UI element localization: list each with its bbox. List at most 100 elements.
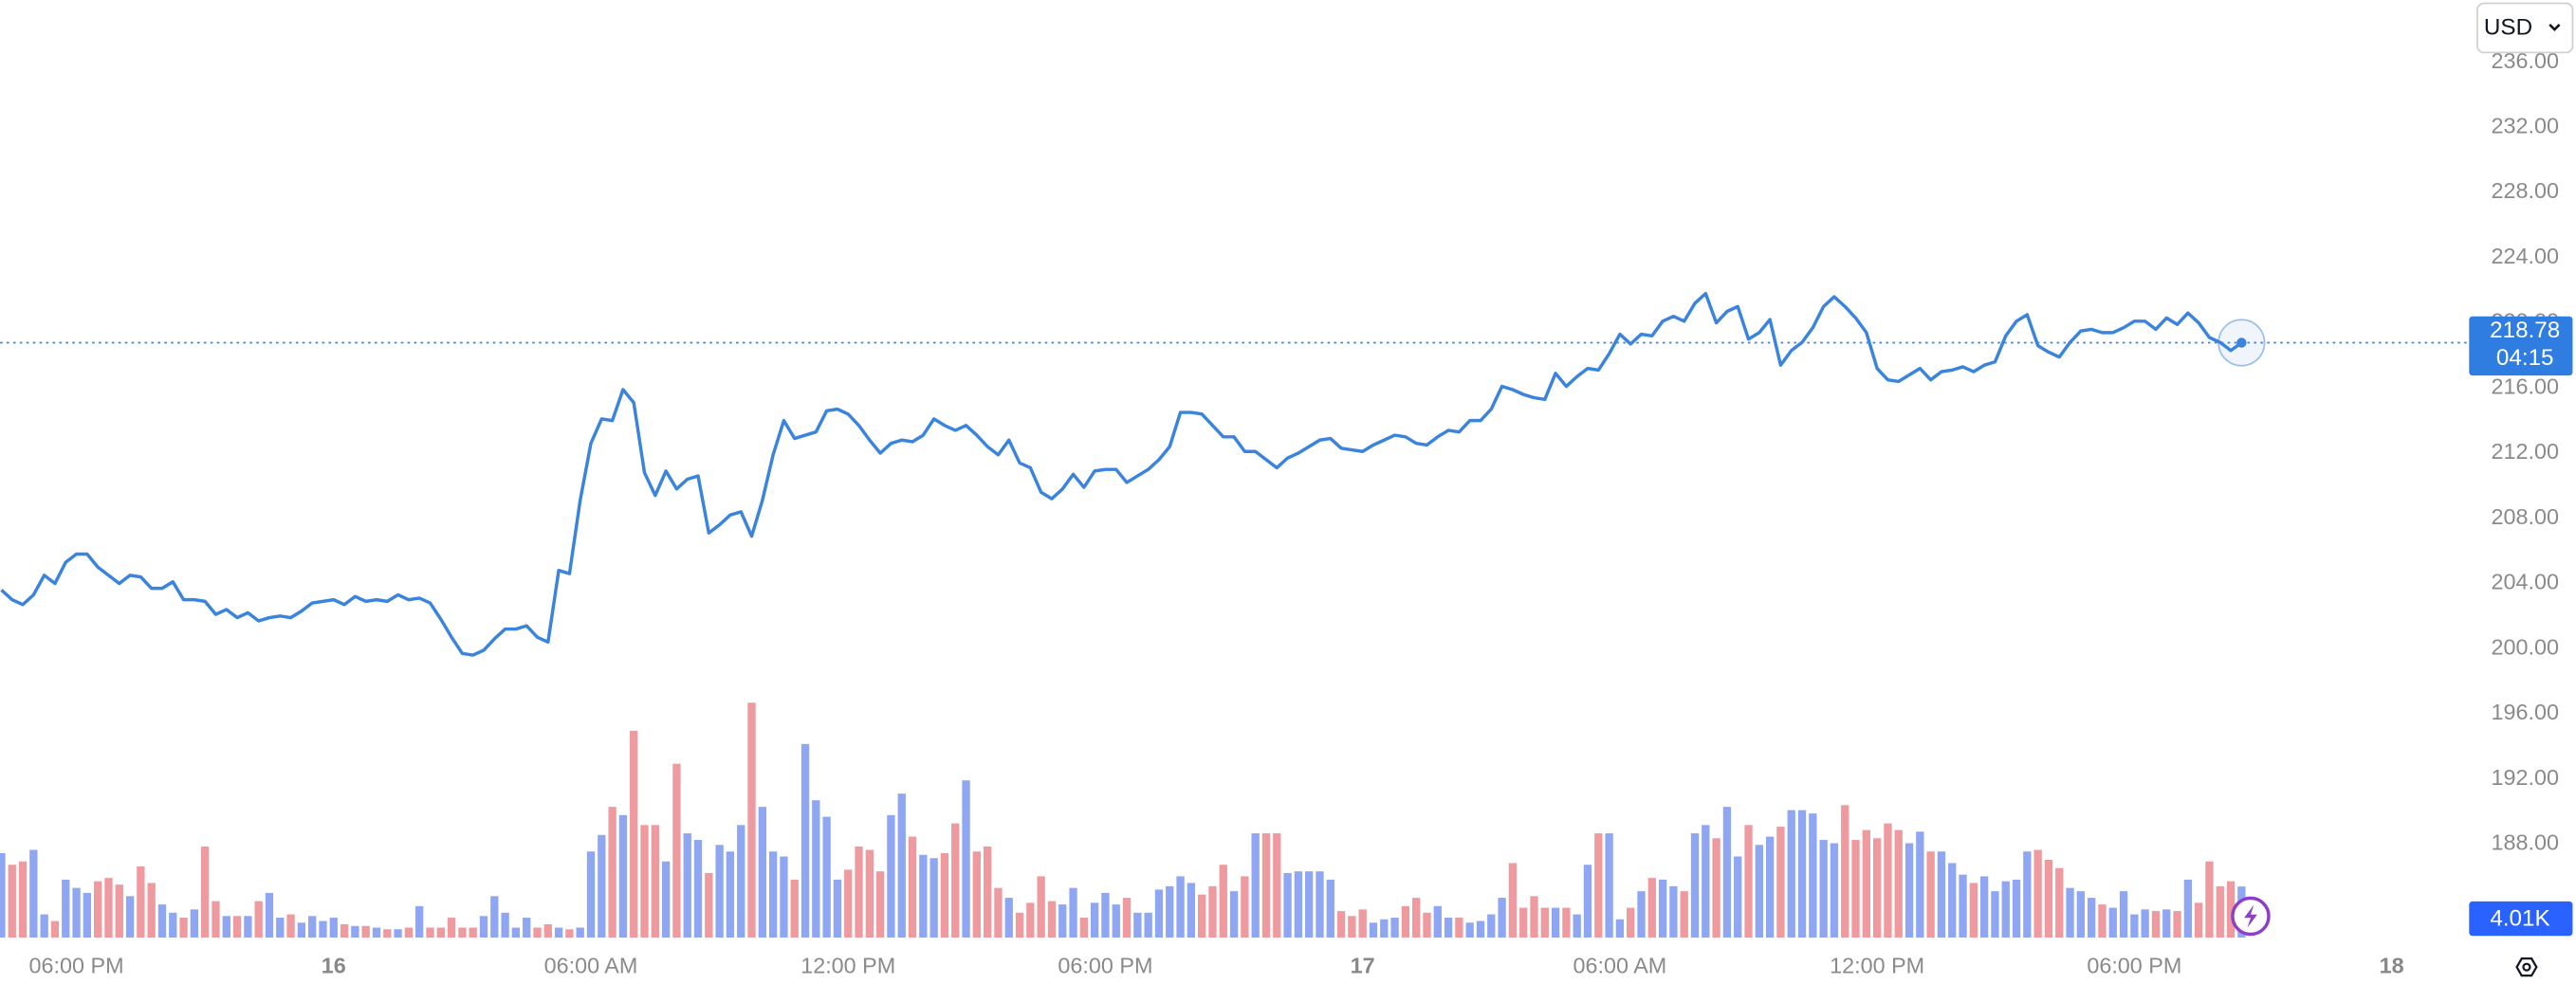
volume-bar: [1755, 845, 1763, 938]
volume-bar: [1797, 810, 1807, 938]
volume-bar: [179, 918, 188, 938]
volume-bar: [1198, 894, 1206, 938]
settings-center[interactable]: [2522, 962, 2531, 972]
x-tick-label: 06:00 AM: [1573, 953, 1667, 977]
volume-bar: [2141, 909, 2149, 938]
volume-bar: [1316, 871, 1324, 938]
volume-bar: [2001, 881, 2010, 938]
volume-bar: [1144, 912, 1152, 938]
volume-bar: [1862, 829, 1870, 938]
volume-bar: [1519, 907, 1528, 938]
volume-bar: [2055, 867, 2064, 938]
settings-icon[interactable]: [2515, 957, 2538, 977]
volume-bar: [598, 834, 606, 938]
volume-bar: [340, 924, 349, 938]
y-tick-label: 200.00: [2491, 634, 2559, 659]
volume-bar: [1872, 838, 1882, 938]
volume-bar: [1969, 883, 1978, 938]
volume-bar: [1015, 912, 1024, 938]
volume-bar: [1112, 904, 1120, 938]
volume-bar: [62, 879, 70, 938]
volume-bar: [833, 879, 842, 938]
plot-area: 188.00 192.00 196.00 200.00 204.00 208.00 212.…: [0, 48, 2559, 977]
volume-bar: [768, 851, 778, 938]
volume-bar: [1991, 891, 1999, 938]
currency-select[interactable]: [2476, 2, 2574, 54]
volume-bar: [1884, 823, 1892, 938]
y-tick-label: 204.00: [2491, 570, 2559, 594]
volume-bar: [426, 927, 434, 938]
dropdown-chevron[interactable]: [2548, 24, 2561, 32]
volume-bar: [1647, 878, 1656, 938]
volume-bar: [1166, 885, 1174, 938]
volume-bar: [929, 858, 938, 938]
volume-bar: [972, 851, 982, 938]
volume-bar: [1562, 907, 1571, 938]
volume-bar: [383, 929, 392, 938]
volume-tag: [2469, 901, 2573, 937]
settings-hexagon[interactable]: [2515, 957, 2538, 977]
volume-bar: [511, 927, 521, 938]
currency-label[interactable]: USD: [2484, 15, 2532, 41]
volume-bar: [586, 851, 596, 938]
volume-bar: [1540, 907, 1549, 938]
volume-bar: [565, 929, 574, 938]
x-tick-label: 12:00 PM: [1830, 953, 1924, 977]
volume-bar: [897, 793, 906, 938]
x-day-label: 18: [2380, 953, 2404, 977]
volume-bar: [855, 847, 863, 938]
volume-bar: [244, 916, 252, 938]
volume-bar: [1819, 840, 1828, 938]
volume-bar: [83, 892, 92, 938]
volume-bar: [394, 929, 402, 938]
volume-bar: [1487, 914, 1496, 938]
y-tick-label: 216.00: [2491, 374, 2559, 398]
volume-bar: [1401, 905, 1410, 938]
volume-bar: [458, 927, 467, 938]
volume-bar: [254, 901, 263, 938]
volume-bar: [1734, 856, 1742, 938]
volume-bar: [351, 925, 359, 938]
volume-bar: [983, 847, 992, 938]
volume-bar: [94, 881, 102, 938]
volume-bar: [726, 851, 735, 938]
volume-bar: [1187, 883, 1196, 938]
volume-bar: [0, 852, 6, 938]
volume-bar: [758, 807, 766, 938]
volume-bar: [1465, 922, 1474, 938]
volume-bar: [887, 814, 895, 938]
volume-bar: [576, 927, 584, 938]
alert-badge: [2231, 896, 2271, 937]
volume-bar: [1979, 876, 1989, 938]
volume-bar: [1937, 851, 1946, 938]
y-tick-label: 228.00: [2491, 178, 2559, 203]
volume-bar: [2023, 851, 2032, 938]
volume-bar: [1305, 871, 1314, 938]
volume-bar: [737, 825, 745, 938]
volume-bar: [1069, 887, 1077, 938]
volume-bar: [372, 927, 381, 938]
volume-bar: [308, 916, 317, 938]
volume-bar: [1658, 879, 1667, 938]
volume-bar: [1744, 825, 1753, 938]
volume-bar: [962, 780, 970, 938]
volume-bar: [554, 927, 563, 938]
volume-bar: [1530, 896, 1538, 938]
volume-bar: [1712, 838, 1720, 938]
last-point: [2236, 337, 2247, 348]
volume-bar: [640, 825, 649, 938]
volume-bar: [2216, 885, 2224, 938]
volume-bar: [137, 866, 145, 938]
volume-bar: [1605, 833, 1613, 938]
x-tick-label: 06:00 AM: [544, 953, 638, 977]
volume-bar: [1380, 919, 1389, 938]
volume-bar: [1444, 918, 1453, 938]
volume-bar: [125, 896, 135, 938]
volume-bar: [1058, 904, 1067, 938]
volume-bar: [651, 825, 659, 938]
volume-bar: [190, 909, 199, 938]
volume-bar: [2087, 898, 2096, 938]
volume-bar: [1047, 901, 1057, 938]
y-tick-label: 208.00: [2491, 504, 2559, 529]
volume-bar: [40, 914, 48, 938]
